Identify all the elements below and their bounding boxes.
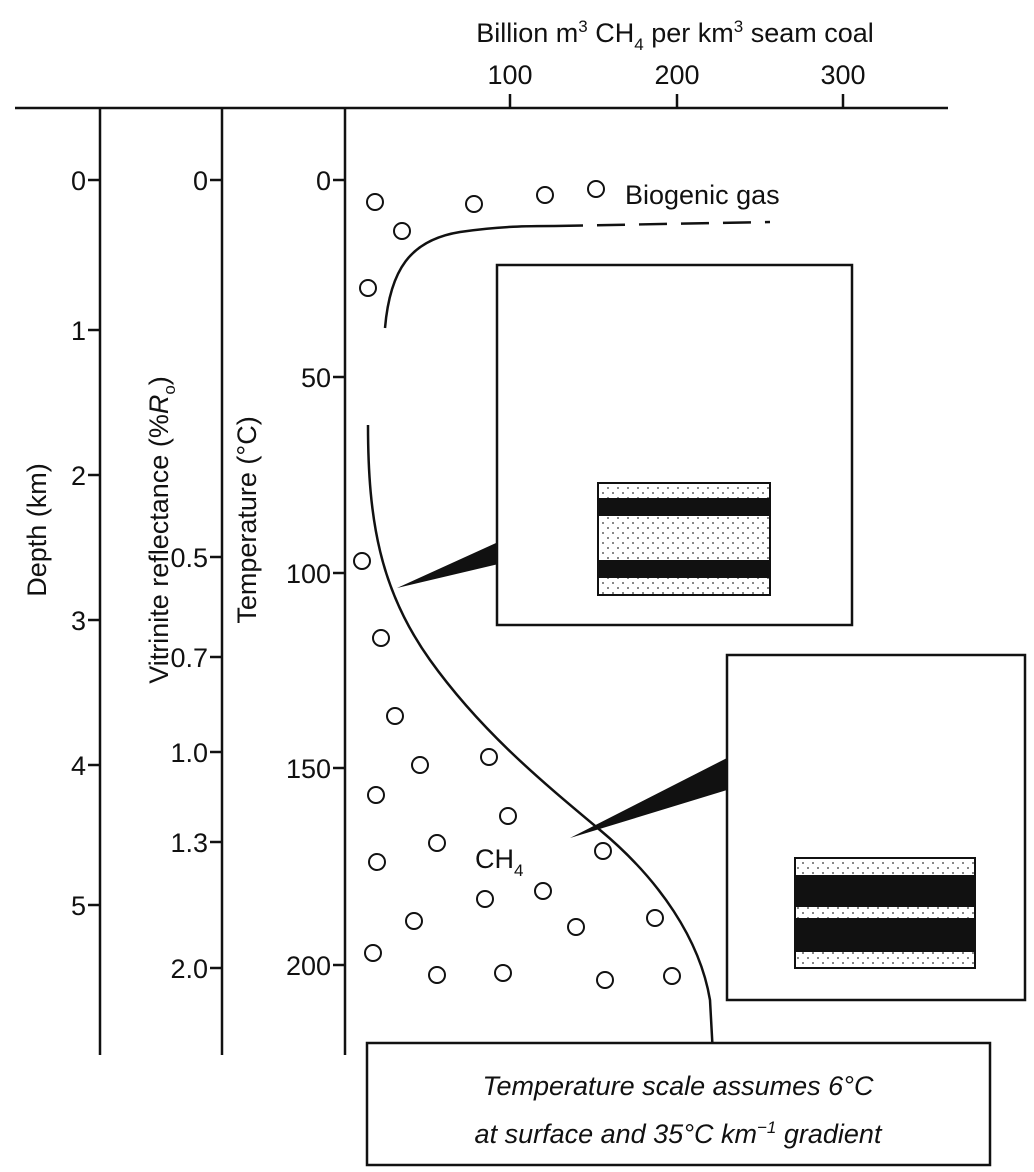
- biogenic-curve-dashed: [554, 220, 771, 228]
- tick-label: 0.7: [170, 643, 208, 673]
- biogenic-label: Biogenic gas: [625, 180, 780, 210]
- tick-label: 5: [71, 891, 86, 921]
- gas-bubble: [476, 890, 494, 908]
- gas-bubble: [534, 882, 552, 900]
- leader: [570, 758, 727, 838]
- gas-bubble: [353, 552, 371, 570]
- tick-label: 200: [286, 951, 331, 981]
- gas-bubble: [646, 909, 664, 927]
- note-box: [365, 1041, 992, 1167]
- note-line: Temperature scale assumes 6°C: [483, 1071, 874, 1101]
- tick-label: 2.0: [170, 954, 208, 984]
- tick-label: 3: [71, 606, 86, 636]
- gas-bubble: [428, 966, 446, 984]
- gas-bubble: [359, 279, 377, 297]
- gas-bubble: [393, 222, 411, 240]
- marks: 100 200 30001234500.50.71.01.32.0050100150…: [71, 60, 866, 989]
- gas-bubble: [494, 964, 512, 982]
- thermogenic-curve: [366, 424, 715, 1056]
- tick-label: 0: [316, 166, 331, 196]
- temperature-axis-label: Temperature (°C): [232, 416, 262, 623]
- tick-label: 150: [286, 754, 331, 784]
- tick-label: 0: [193, 166, 208, 196]
- gas-bubble: [567, 918, 585, 936]
- gas-bubble: [594, 842, 612, 860]
- biogenic-curve: [383, 224, 556, 329]
- gas-bubble: [480, 748, 498, 766]
- tick-label: 1.0: [170, 738, 208, 768]
- gas-bubble: [465, 195, 483, 213]
- gas-bubble: [663, 967, 681, 985]
- gas-bubble: [499, 807, 517, 825]
- gas-bubble: [372, 629, 390, 647]
- gas-bubble: [587, 180, 605, 198]
- coal-seam: [598, 560, 770, 578]
- ch4-label: CH4: [475, 844, 523, 880]
- gas-bubble: [364, 944, 382, 962]
- tick-label: 0.5: [170, 543, 208, 573]
- gas-bubble: [596, 971, 614, 989]
- tick-label: 1: [71, 316, 86, 346]
- gas-bubble: [366, 193, 384, 211]
- tick-label: 4: [71, 751, 86, 781]
- depth-axis-label: Depth (km): [22, 463, 52, 597]
- gas-bubble: [428, 834, 446, 852]
- leader: [397, 538, 507, 588]
- gas-bubble: [536, 186, 554, 204]
- gas-bubble: [368, 853, 386, 871]
- note-line: at surface and 35°C km−1 gradient: [475, 1118, 883, 1149]
- tick-label: 1.3: [170, 828, 208, 858]
- gas-bubble: [386, 707, 404, 725]
- coal-seam: [795, 918, 975, 952]
- tick-label: 200: [654, 60, 699, 90]
- tick-label: 300: [820, 60, 865, 90]
- gas-bubble: [405, 912, 423, 930]
- gas-bubble: [411, 756, 429, 774]
- vitrinite-axis-label: Vitrinite reflectance (%Ro): [144, 376, 179, 684]
- gas-bubble: [367, 786, 385, 804]
- tick-label: 100: [487, 60, 532, 90]
- coal-seam: [598, 498, 770, 516]
- top-axis-title: Billion m3 CH4 per km3 seam coal: [476, 17, 874, 54]
- tick-label: 50: [301, 363, 331, 393]
- tick-label: 0: [71, 166, 86, 196]
- coal-seam: [795, 875, 975, 907]
- tick-label: 2: [71, 461, 86, 491]
- tick-label: 100: [286, 559, 331, 589]
